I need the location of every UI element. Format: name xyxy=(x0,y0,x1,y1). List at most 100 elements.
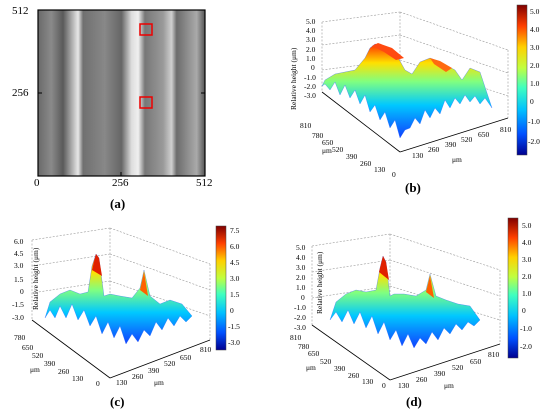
peak-d1 xyxy=(379,256,389,280)
b-ytick-0: 130 xyxy=(412,151,424,160)
c-xtick-5: 130 xyxy=(72,374,84,383)
b-yunit: μm xyxy=(452,155,462,164)
c-cb-5: 0 xyxy=(230,306,234,315)
b-xtick-5: 260 xyxy=(360,159,372,168)
roi-box-middle xyxy=(139,96,153,109)
b-xunit: μm xyxy=(322,146,332,155)
d-cb-7: -2.0 xyxy=(520,342,532,351)
c-ztick-2: 3.0 xyxy=(14,261,24,270)
a-ytick-512: 512 xyxy=(12,5,29,17)
d-ztick-4: 1.0 xyxy=(296,283,306,292)
b-cb-3: 2.0 xyxy=(530,61,540,70)
colorbar-c xyxy=(215,225,227,351)
d-ytick-5: 810 xyxy=(488,350,500,359)
c-xtick-2: 520 xyxy=(32,351,44,360)
c-ztick-4: 0 xyxy=(20,287,24,296)
c-cb-2: 4.5 xyxy=(230,258,240,267)
d-cb-4: 1.0 xyxy=(522,289,532,298)
c-xtick-0: 780 xyxy=(14,333,26,342)
b-xtick-0: 810 xyxy=(300,121,312,130)
ridge-b2 xyxy=(430,58,452,72)
c-ztick-1: 4.5 xyxy=(14,249,24,258)
d-cb-2: 3.0 xyxy=(522,255,532,264)
c-xtick-3: 390 xyxy=(44,359,56,368)
d-ztick-2: 3.0 xyxy=(296,263,306,272)
d-yunit: μm xyxy=(444,381,454,390)
c-cb-3: 3.0 xyxy=(230,274,240,283)
d-xtick-7: 0 xyxy=(382,381,386,390)
b-ztick-5: 0 xyxy=(311,63,315,72)
d-cb-3: 2.0 xyxy=(522,272,532,281)
b-cb-7: -2.0 xyxy=(528,137,540,146)
peak-c1 xyxy=(92,254,102,276)
d-ztick-1: 4.0 xyxy=(296,253,306,262)
surface-c xyxy=(44,253,193,345)
c-ytick-0: 130 xyxy=(116,378,128,387)
b-zlabel: Relative height (μm) xyxy=(289,47,298,110)
a-ytick-0: 0 xyxy=(34,177,40,189)
d-cb-5: 0 xyxy=(522,306,526,315)
caption-a: (a) xyxy=(110,196,125,211)
d-ztick-7: -2.0 xyxy=(294,313,306,322)
d-ytick-2: 390 xyxy=(434,369,446,378)
grayscale-image xyxy=(37,9,206,177)
c-ztick-3: 1.5 xyxy=(14,275,24,284)
surface-d xyxy=(329,255,481,349)
b-ytick-1: 260 xyxy=(428,145,440,154)
b-xtick-6: 130 xyxy=(374,165,386,174)
d-xtick-4: 390 xyxy=(334,364,346,373)
b-ytick-4: 650 xyxy=(478,130,490,139)
b-ytick-3: 520 xyxy=(461,135,473,144)
b-ztick-3: 2.0 xyxy=(306,45,316,54)
d-ztick-5: 0 xyxy=(301,293,305,302)
b-ztick-7: -2.0 xyxy=(304,82,316,91)
d-ytick-4: 650 xyxy=(470,357,482,366)
c-cb-0: 7.5 xyxy=(230,226,240,235)
b-xtick-3: 520 xyxy=(332,145,344,154)
b-ztick-4: 1.0 xyxy=(306,54,316,63)
c-ztick-5: -1.5 xyxy=(12,300,24,309)
caption-c: (c) xyxy=(110,394,124,409)
d-cb-1: 4.0 xyxy=(522,238,532,247)
b-ztick-8: -3.0 xyxy=(304,91,316,100)
c-ytick-4: 650 xyxy=(180,353,192,362)
d-xtick-6: 130 xyxy=(362,377,374,386)
c-xunit: μm xyxy=(30,365,40,374)
panel-d: 5.0 4.0 3.0 2.0 1.0 0 -1.0 -2.0 -3.0 Rel… xyxy=(290,217,532,409)
b-xtick-2: 650 xyxy=(322,138,334,147)
c-xtick-1: 650 xyxy=(22,343,34,352)
d-ytick-0: 130 xyxy=(398,381,410,390)
peak-c2 xyxy=(140,272,148,296)
b-xtick-7: 0 xyxy=(392,170,396,179)
d-ztick-8: -3.0 xyxy=(294,323,306,332)
d-xtick-3: 520 xyxy=(320,357,332,366)
d-ztick-0: 5.0 xyxy=(296,243,306,252)
c-xtick-4: 260 xyxy=(58,367,70,376)
roi-box-top xyxy=(139,23,153,36)
c-cb-6: -1.5 xyxy=(228,322,240,331)
ridge-b1 xyxy=(372,43,404,60)
b-xtick-1: 780 xyxy=(312,131,324,140)
c-ytick-5: 810 xyxy=(200,345,212,354)
c-ztick-0: 6.0 xyxy=(14,237,24,246)
b-xtick-4: 390 xyxy=(346,152,358,161)
peak-d2 xyxy=(426,276,434,298)
c-ztick-6: -3.0 xyxy=(12,313,24,322)
c-xtick-6: 0 xyxy=(96,379,100,388)
b-cb-4: 1.0 xyxy=(530,79,540,88)
b-cb-5: 0 xyxy=(530,97,534,106)
b-ytick-2: 390 xyxy=(445,140,457,149)
b-cb-2: 3.0 xyxy=(530,43,540,52)
c-ytick-1: 260 xyxy=(132,372,144,381)
panel-a: 512 256 0 256 512 (a) xyxy=(12,5,213,211)
b-ztick-1: 4.0 xyxy=(306,26,316,35)
panel-b: 5.0 4.0 3.0 2.0 1.0 0 -1.0 -2.0 -3.0 Rel… xyxy=(289,4,540,195)
c-zlabel: Relative height (μm) xyxy=(31,247,40,310)
d-xtick-0: 810 xyxy=(290,333,302,342)
d-xtick-1: 780 xyxy=(298,342,310,351)
colorbar-b xyxy=(516,4,528,156)
caption-d: (d) xyxy=(406,394,422,409)
d-zlabel: Relative height (μm) xyxy=(315,251,324,314)
d-ztick-6: -1.0 xyxy=(294,303,306,312)
d-cb-6: -1.0 xyxy=(520,324,532,333)
